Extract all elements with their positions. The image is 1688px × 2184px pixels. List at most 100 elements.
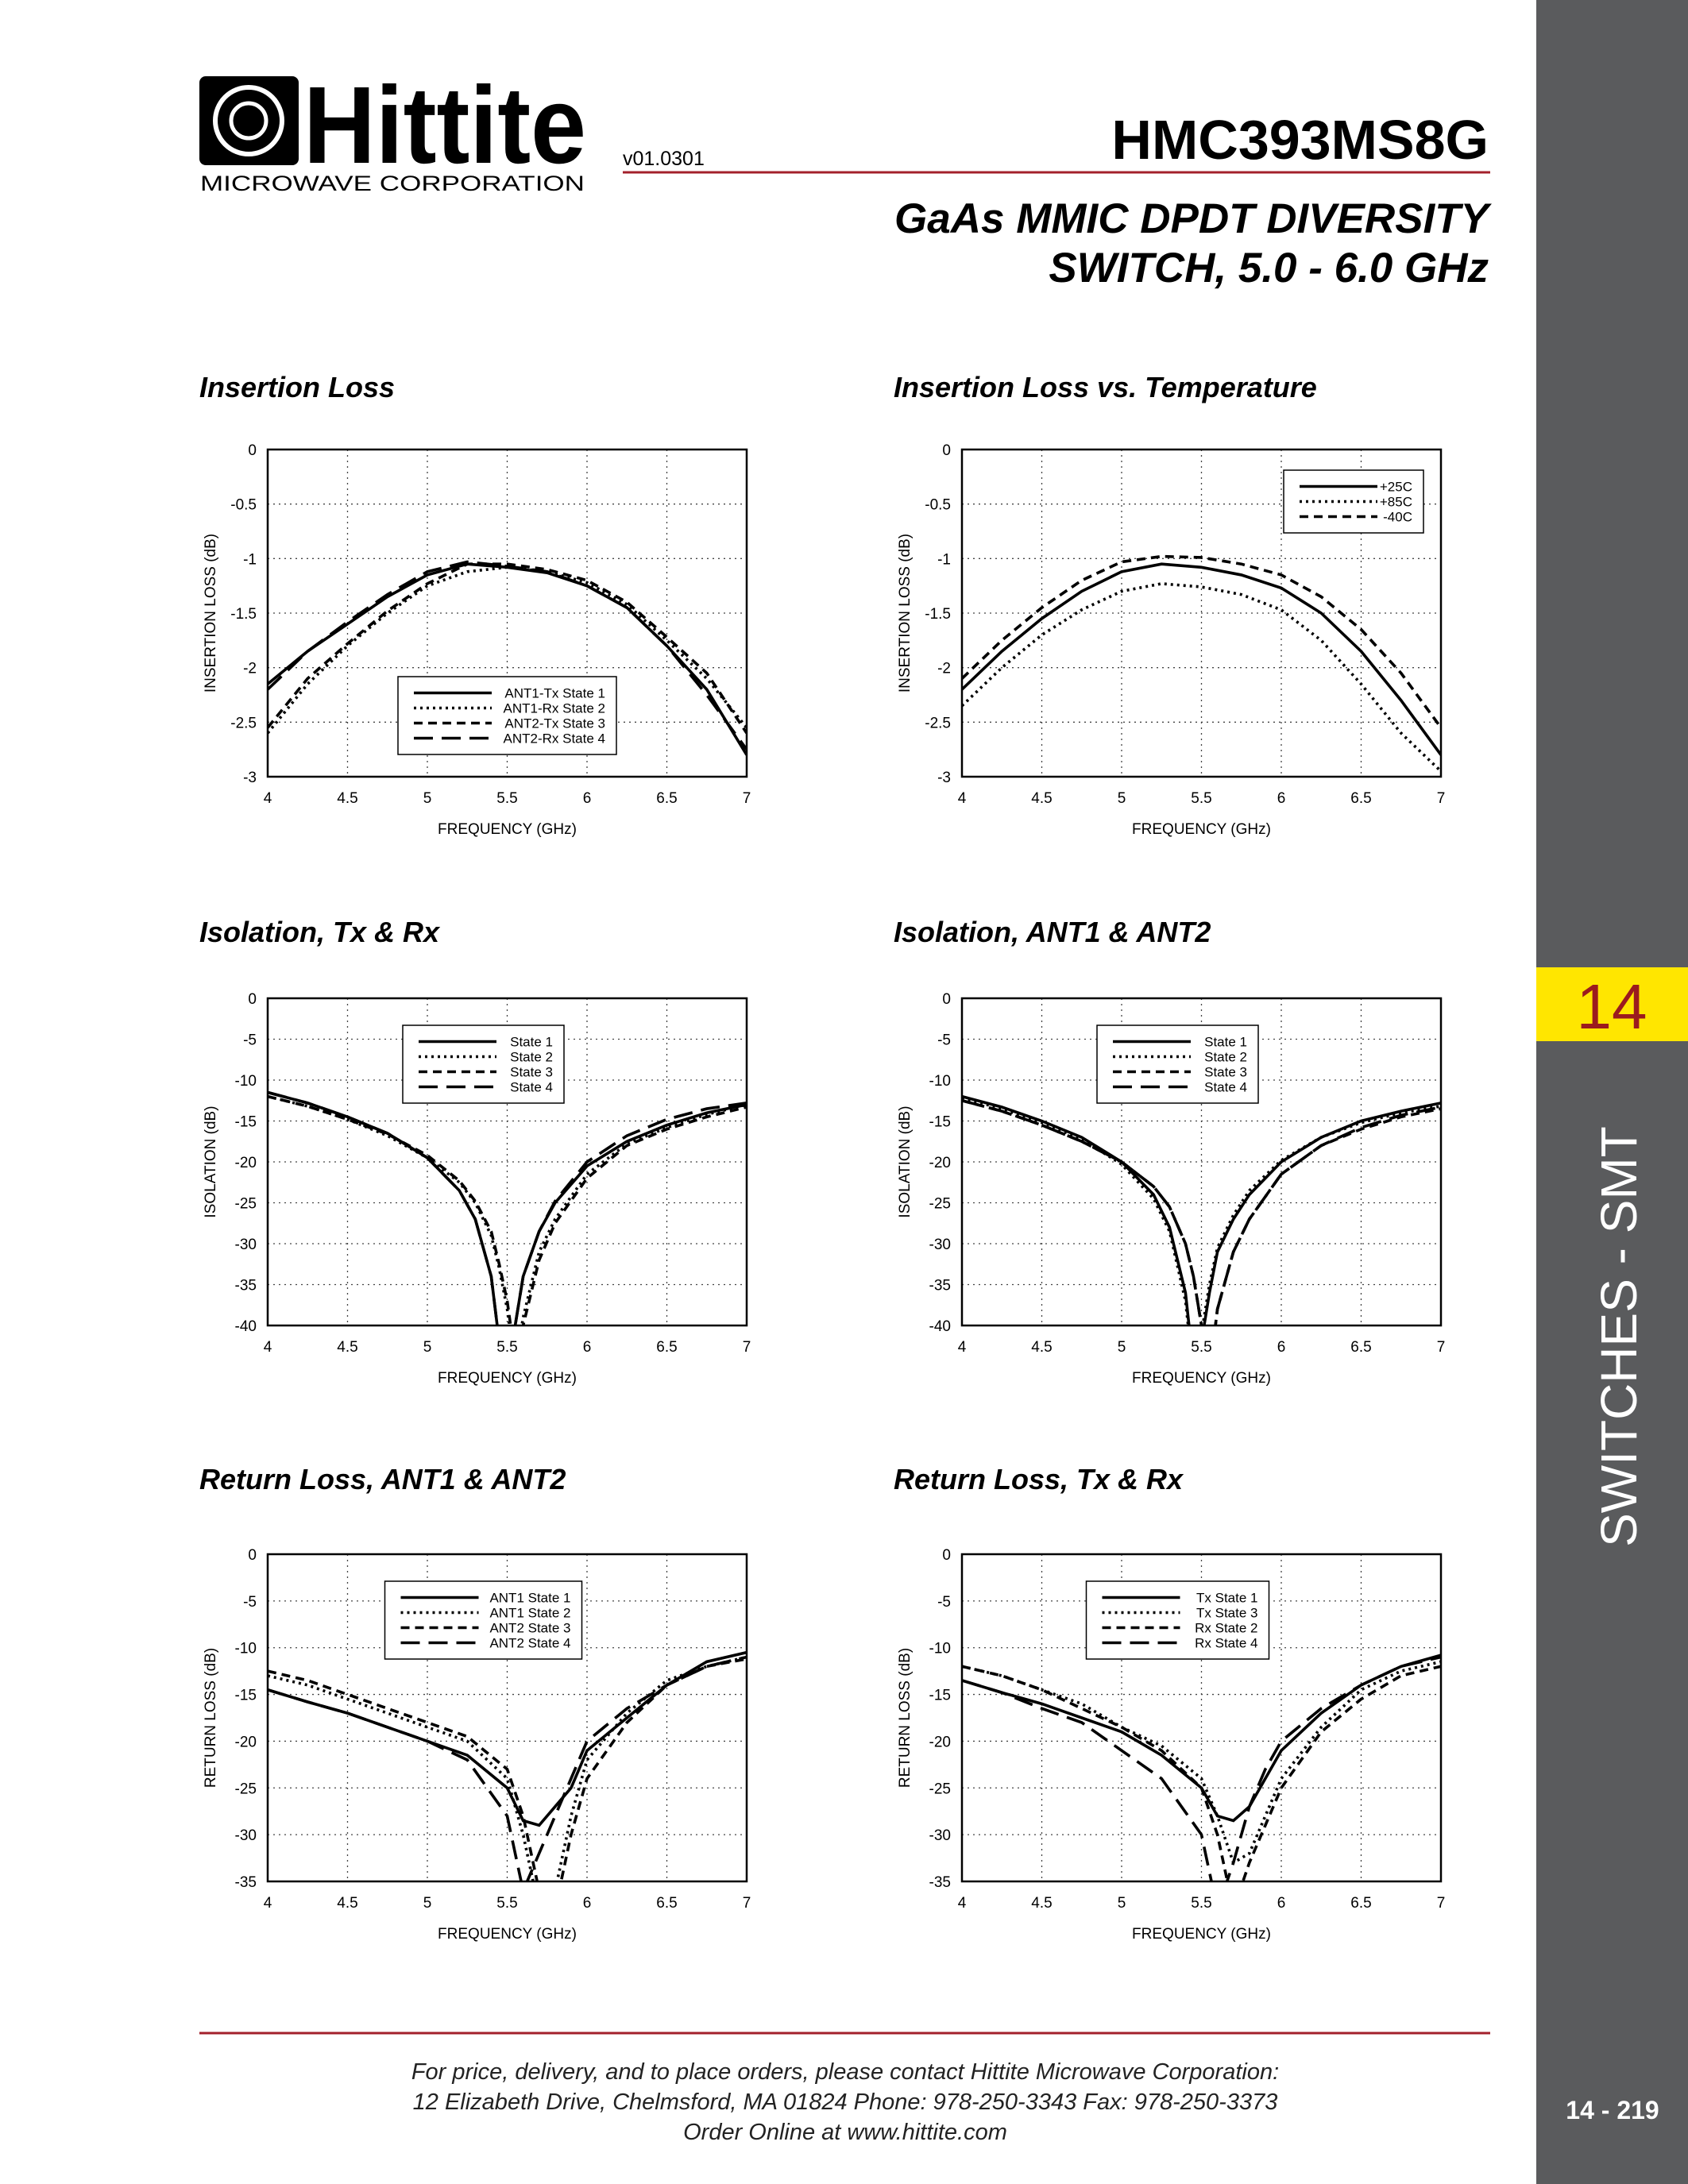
x-tick-label: 4 <box>264 1895 272 1912</box>
legend-label: State 2 <box>1204 1050 1247 1065</box>
y-tick-label: -15 <box>929 1114 951 1131</box>
y-tick-label: -10 <box>929 1641 951 1657</box>
x-tick-label: 7 <box>1437 1895 1446 1912</box>
legend-label: ANT1-Tx State 1 <box>504 686 605 701</box>
x-tick-label: 6.5 <box>656 1339 677 1356</box>
plot-frame <box>960 448 1443 778</box>
page-number: 14 - 219 <box>1566 2096 1659 2124</box>
part-number: HMC393MS8G <box>1111 109 1489 171</box>
y-tick-label: -35 <box>929 1874 951 1891</box>
x-axis-title: FREQUENCY (GHz) <box>438 1926 577 1943</box>
y-tick-label: -5 <box>937 1594 951 1611</box>
series-line <box>268 1650 747 1827</box>
chart: Isolation, Tx & Rx 0 -5 -10 -15 -20 -25 -30 -35 -… <box>199 916 751 1387</box>
logo-circle-inner <box>229 101 268 141</box>
x-tick-label: 4 <box>264 1339 272 1356</box>
x-tick-label: 6 <box>1277 1895 1286 1912</box>
logo-text: Hittite <box>303 64 586 187</box>
x-tick-label: 4.5 <box>1031 1339 1052 1356</box>
x-tick-label: 4.5 <box>1031 1895 1052 1912</box>
x-tick-label: 6 <box>1277 1339 1286 1356</box>
legend-box <box>1085 1580 1270 1660</box>
x-tick-label: 5.5 <box>1191 1339 1211 1356</box>
x-axis-title: FREQUENCY (GHz) <box>438 1370 577 1387</box>
y-tick-label: -20 <box>929 1155 951 1171</box>
x-tick-label: 6.5 <box>656 790 677 807</box>
legend-label: +85C <box>1380 495 1412 510</box>
y-tick-label: -10 <box>235 1641 257 1657</box>
y-tick-label: -25 <box>929 1781 951 1797</box>
legend-label: -40C <box>1383 510 1412 525</box>
logo-subtitle: MICROWAVE CORPORATION <box>200 172 585 195</box>
series-line <box>268 562 747 735</box>
y-tick-label: -1 <box>937 551 951 568</box>
x-tick-label: 5 <box>1118 790 1126 807</box>
series-line <box>962 1665 1441 1881</box>
x-tick-label: 5 <box>1118 1339 1126 1356</box>
x-tick-label: 6 <box>583 1339 592 1356</box>
y-tick-label: -35 <box>235 1874 257 1891</box>
legend-label: State 1 <box>1204 1035 1247 1050</box>
section-number: 14 <box>1577 971 1647 1042</box>
x-tick-label: 6 <box>583 1895 592 1912</box>
x-tick-label: 5.5 <box>496 1339 517 1356</box>
legend-label: State 3 <box>510 1065 553 1080</box>
series-line <box>268 560 747 751</box>
y-tick-label: 0 <box>942 442 951 459</box>
sidebar <box>1536 0 1688 2184</box>
x-tick-label: 4 <box>958 1895 967 1912</box>
y-tick-label: 0 <box>942 991 951 1008</box>
series-line <box>268 1094 747 1325</box>
y-tick-label: -25 <box>235 1781 257 1797</box>
chart-title: Insertion Loss vs. Temperature <box>894 371 1317 403</box>
chart-title: Return Loss, Tx & Rx <box>894 1463 1184 1495</box>
series-line <box>962 582 1441 773</box>
chart-title: Return Loss, ANT1 & ANT2 <box>199 1463 566 1495</box>
x-tick-label: 5 <box>423 790 432 807</box>
y-tick-label: -20 <box>235 1155 257 1171</box>
x-axis-title: FREQUENCY (GHz) <box>438 821 577 838</box>
x-tick-label: 6.5 <box>656 1895 677 1912</box>
logo-circle <box>213 85 284 156</box>
x-axis-title: FREQUENCY (GHz) <box>1132 1926 1271 1943</box>
x-tick-label: 7 <box>743 790 751 807</box>
y-tick-label: -20 <box>929 1734 951 1750</box>
x-tick-label: 6.5 <box>1350 1339 1371 1356</box>
y-tick-label: -1.5 <box>925 606 951 623</box>
legend-label: Tx State 1 <box>1196 1591 1257 1606</box>
x-tick-label: 4.5 <box>337 1339 357 1356</box>
y-tick-label: -2.5 <box>230 715 257 731</box>
version: v01.0301 <box>623 148 705 170</box>
y-tick-label: -3 <box>243 770 257 786</box>
legend-label: State 4 <box>510 1080 553 1095</box>
y-tick-label: -2.5 <box>925 715 951 731</box>
chart: Return Loss, Tx & Rx 0 -5 -10 -15 -20 -25 -30 -3… <box>894 1463 1445 1943</box>
legend-label: State 1 <box>510 1035 553 1050</box>
legend-label: State 4 <box>1204 1080 1247 1095</box>
y-tick-label: -30 <box>235 1827 257 1844</box>
chart: Insertion Loss vs. Temperature 0 -0.5 -1 -1.… <box>894 371 1445 838</box>
y-tick-label: -20 <box>235 1734 257 1750</box>
y-tick-label: 0 <box>248 991 257 1008</box>
x-tick-label: 5 <box>423 1339 432 1356</box>
legend-label: State 2 <box>510 1050 553 1065</box>
y-axis-title: RETURN LOSS (dB) <box>897 1648 914 1788</box>
x-axis-title: FREQUENCY (GHz) <box>1132 1370 1271 1387</box>
chart-title: Isolation, Tx & Rx <box>199 916 441 948</box>
y-axis-title: INSERTION LOSS (dB) <box>203 534 219 693</box>
x-tick-label: 6.5 <box>1350 790 1371 807</box>
x-tick-label: 7 <box>1437 1339 1446 1356</box>
y-tick-label: -10 <box>235 1073 257 1090</box>
x-tick-label: 5.5 <box>496 1895 517 1912</box>
section-tab <box>1536 967 1688 1041</box>
y-tick-label: 0 <box>248 442 257 459</box>
y-tick-label: -10 <box>929 1073 951 1090</box>
y-axis-title: ISOLATION (dB) <box>203 1106 219 1217</box>
legend-label: ANT2-Rx State 4 <box>504 731 606 747</box>
legend-label: ANT1-Rx State 2 <box>504 701 606 716</box>
series-line <box>962 1653 1441 1823</box>
section-category: SWITCHES - SMT <box>1590 1126 1647 1547</box>
y-tick-label: -0.5 <box>230 497 257 514</box>
series-line <box>962 1099 1441 1325</box>
